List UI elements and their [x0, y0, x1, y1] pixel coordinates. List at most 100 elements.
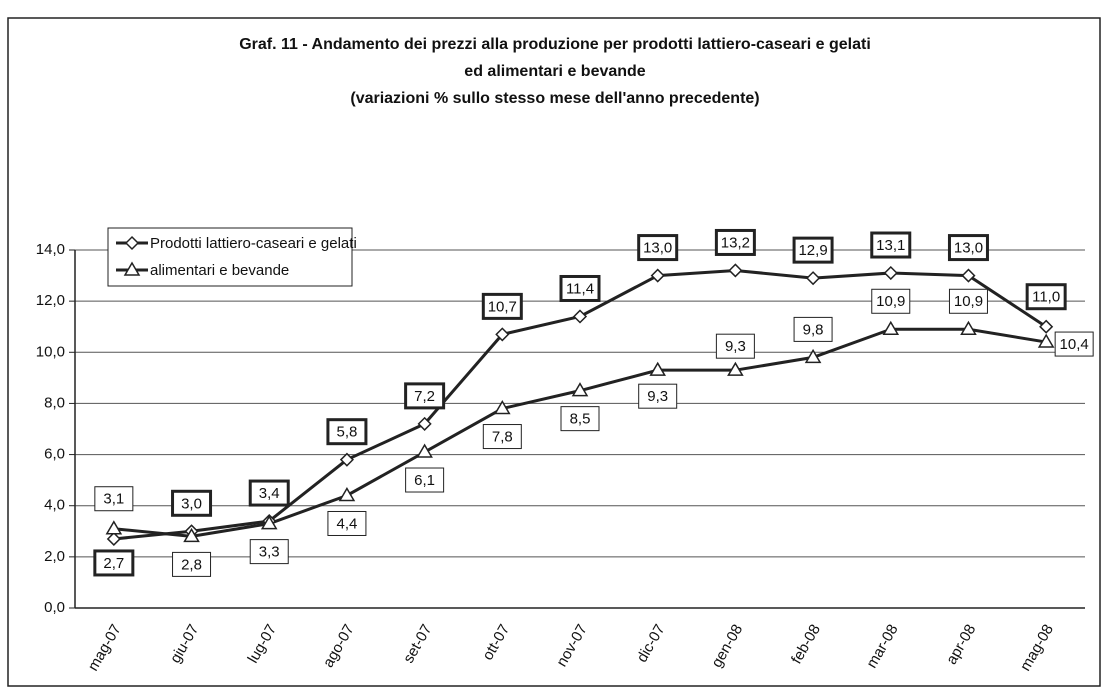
marker: [1039, 319, 1054, 334]
data-label-box: [93, 549, 135, 577]
marker: [417, 416, 432, 431]
data-label-box: [715, 333, 755, 359]
data-label: 13,1: [876, 237, 905, 254]
data-label: 10,4: [1060, 336, 1089, 353]
data-label: 9,3: [647, 388, 668, 405]
data-label-box: [327, 510, 367, 536]
data-label: 13,0: [954, 240, 983, 257]
marker: [961, 268, 976, 283]
data-label-box: [171, 489, 213, 517]
data-label-box: [404, 382, 446, 410]
data-label: 4,4: [336, 515, 357, 532]
data-label: 2,7: [103, 555, 124, 572]
data-label-box: [481, 292, 523, 320]
data-label: 9,8: [803, 321, 824, 338]
marker: [804, 348, 822, 364]
marker: [338, 486, 356, 502]
y-tick-label: 10,0: [36, 343, 65, 360]
data-label-box: [482, 424, 522, 450]
data-label: 3,0: [181, 495, 202, 512]
data-label-box: [793, 316, 833, 342]
marker: [495, 327, 510, 342]
chart-title: ed alimentari e bevande: [464, 63, 646, 80]
data-label-box: [560, 406, 600, 432]
data-label: 2,8: [181, 556, 202, 573]
data-label-box: [637, 234, 679, 262]
x-tick-label: dic-07: [633, 621, 668, 665]
data-label-box: [871, 288, 911, 314]
marker: [571, 382, 589, 397]
data-label-box: [714, 228, 756, 256]
data-label: 3,1: [103, 491, 124, 508]
marker: [494, 400, 511, 415]
marker: [960, 320, 977, 336]
marker: [650, 268, 665, 283]
x-tick-label: giu-07: [167, 621, 203, 666]
data-label: 7,2: [414, 388, 435, 405]
data-label-box: [249, 539, 289, 565]
data-label-box: [94, 486, 134, 512]
data-label-box: [248, 479, 290, 507]
data-label: 12,9: [798, 242, 827, 259]
marker: [572, 309, 588, 324]
marker: [183, 527, 200, 543]
marker: [124, 235, 140, 251]
data-label: 7,8: [492, 429, 513, 446]
x-tick-label: mar-08: [863, 621, 901, 671]
x-tick-label: mag-08: [1017, 621, 1057, 674]
data-label-box: [559, 274, 601, 302]
legend-label: Prodotti lattiero-caseari e gelati: [150, 235, 357, 252]
data-label-box: [405, 467, 445, 493]
marker: [649, 361, 666, 376]
y-tick-label: 2,0: [44, 548, 65, 565]
x-tick-label: nov-07: [553, 621, 591, 669]
y-tick-label: 4,0: [44, 497, 65, 514]
marker: [1037, 333, 1055, 348]
data-label: 13,0: [643, 240, 672, 257]
x-tick-label: feb-08: [788, 621, 824, 666]
data-label: 13,2: [721, 234, 750, 251]
marker: [882, 320, 900, 336]
marker: [339, 452, 354, 467]
data-label-box: [792, 236, 834, 264]
data-label: 11,4: [566, 280, 594, 297]
legend-label: alimentari e bevande: [150, 262, 289, 279]
legend-box: [107, 227, 353, 287]
data-label-box: [1025, 283, 1067, 311]
data-label: 9,3: [725, 338, 746, 355]
x-tick-label: mag-07: [85, 621, 125, 674]
x-tick-label: ago-07: [320, 621, 358, 670]
data-label: 3,3: [259, 544, 280, 561]
marker: [105, 520, 123, 535]
marker: [883, 265, 898, 281]
data-label: 5,8: [336, 424, 357, 441]
chart-title: Graf. 11 - Andamento dei prezzi alla pro…: [239, 36, 871, 53]
marker: [260, 515, 278, 530]
data-label: 10,9: [876, 293, 905, 310]
marker: [806, 271, 821, 286]
data-label: 10,9: [954, 293, 983, 310]
marker: [416, 443, 433, 458]
data-label: 3,4: [259, 485, 280, 502]
chart-title: (variazioni % sullo stesso mese dell'ann…: [350, 90, 759, 107]
data-label-box: [948, 288, 988, 314]
marker: [123, 261, 141, 276]
data-label-box: [1054, 331, 1094, 357]
data-label: 6,1: [414, 472, 435, 489]
chart-frame: [7, 17, 1101, 687]
x-tick-label: set-07: [400, 621, 436, 666]
marker: [106, 531, 121, 547]
y-tick-label: 14,0: [36, 241, 65, 258]
x-tick-label: gen-08: [708, 621, 746, 670]
x-tick-label: ott-07: [479, 621, 513, 663]
data-label: 10,7: [488, 298, 517, 315]
data-label-box: [870, 231, 912, 259]
data-label-box: [638, 383, 678, 409]
y-tick-label: 0,0: [44, 599, 65, 616]
data-label-box: [172, 551, 212, 577]
data-label: 11,0: [1032, 289, 1060, 306]
y-tick-label: 8,0: [44, 394, 65, 411]
marker: [727, 361, 744, 376]
data-label-box: [947, 234, 989, 262]
